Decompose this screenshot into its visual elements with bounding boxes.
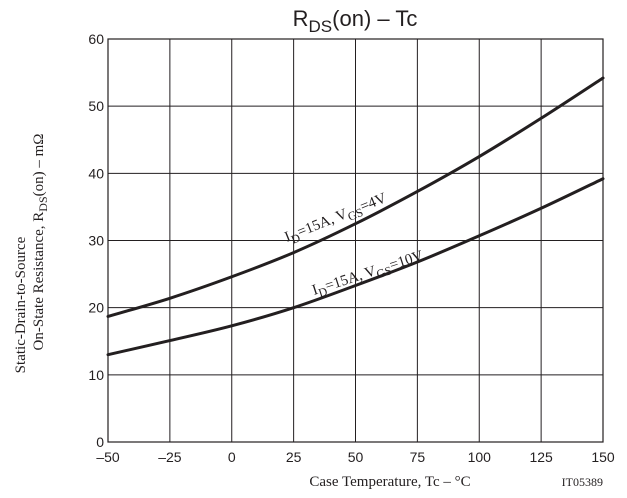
y-axis-label-line2: On-State Resistance, RDS(on) – mΩ bbox=[31, 134, 50, 351]
y-tick-label: 10 bbox=[88, 367, 104, 383]
x-tick-label: 25 bbox=[286, 449, 302, 465]
series-line-vgs4 bbox=[106, 76, 605, 318]
x-tick-label: –50 bbox=[96, 449, 120, 465]
figure-code: IT05389 bbox=[562, 475, 603, 489]
y-tick-label: 0 bbox=[96, 434, 104, 450]
series-label-vgs10: ID=15A, VGS=10V bbox=[310, 248, 426, 302]
x-tick-label: 0 bbox=[228, 449, 236, 465]
x-tick-label: 100 bbox=[468, 449, 492, 465]
x-tick-label: 50 bbox=[348, 449, 364, 465]
grid bbox=[107, 38, 604, 443]
x-tick-label: 125 bbox=[529, 449, 553, 465]
x-tick-label: 150 bbox=[591, 449, 615, 465]
y-tick-label: 20 bbox=[88, 300, 104, 316]
series-lines bbox=[106, 76, 605, 357]
chart-title: RDS(on) – Tc bbox=[293, 6, 418, 36]
x-axis-label: Case Temperature, Tc – °C bbox=[309, 474, 470, 490]
y-axis-label-line1: Static-Drain-to-Source bbox=[13, 236, 29, 373]
y-tick-label: 40 bbox=[88, 165, 104, 181]
y-tick-label: 60 bbox=[88, 31, 104, 47]
plot-frame bbox=[107, 38, 604, 443]
x-tick-labels: –50 –25 0 25 50 75 100 125 150 bbox=[96, 449, 615, 465]
y-tick-label: 30 bbox=[88, 233, 104, 249]
y-tick-label: 50 bbox=[88, 98, 104, 114]
x-tick-label: –25 bbox=[158, 449, 182, 465]
series-line-vgs10 bbox=[106, 177, 605, 357]
y-tick-labels: 0 10 20 30 40 50 60 bbox=[88, 31, 104, 450]
series-label-vgs4: ID=15A, VGS=4V bbox=[283, 190, 391, 248]
x-tick-label: 75 bbox=[410, 449, 426, 465]
